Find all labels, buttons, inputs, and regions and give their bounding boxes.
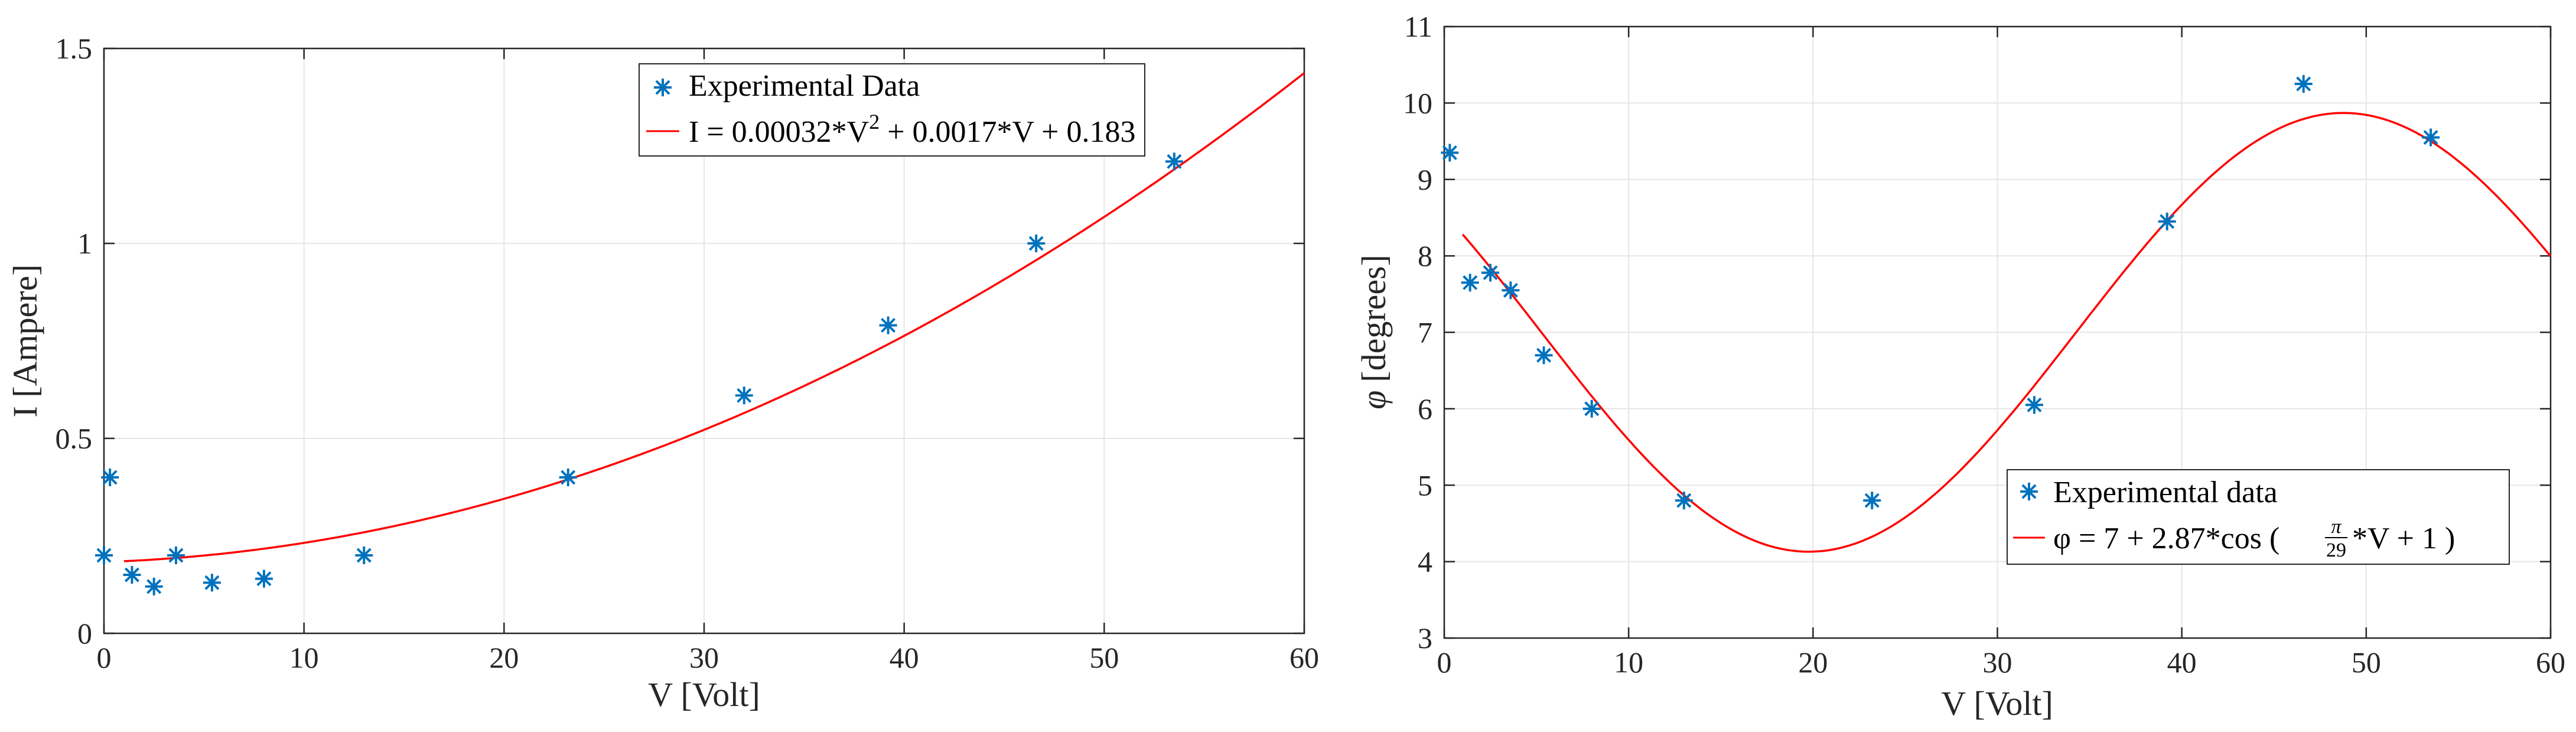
data-point (101, 469, 119, 486)
y-tick-label: 0.5 (56, 422, 93, 455)
legend-marker-points (2020, 483, 2038, 500)
data-point (203, 574, 221, 592)
current-legend-box (639, 63, 1145, 157)
fit-curve-line (1461, 112, 2552, 553)
y-tick-label: 8 (1418, 239, 1432, 272)
data-point (735, 386, 753, 405)
data-point (1461, 274, 1479, 292)
data-point (654, 79, 672, 96)
x-tick-label: 10 (1614, 646, 1643, 679)
x-tick-label: 40 (2167, 646, 2197, 679)
data-point (879, 316, 897, 334)
phase-y-axis-unit: [degrees] (1354, 255, 1393, 382)
x-tick-label: 20 (1798, 646, 1828, 679)
data-point (1863, 492, 1881, 510)
phase-y-axis-symbol: φ (1354, 391, 1393, 409)
phase-legend: Experimental data φ = 7 + 2.87*cos ( π 2… (2007, 469, 2510, 565)
phase-tick-marks (1443, 25, 2552, 639)
current-data-points (95, 152, 1183, 596)
current-y-tick-labels: 0 0.5 1 1.5 (56, 32, 93, 650)
data-point (1441, 144, 1459, 162)
phase-x-tick-labels: 0 10 20 30 40 50 60 (1437, 646, 2566, 679)
x-tick-label: 50 (1089, 641, 1119, 674)
legend-marker-points (654, 79, 672, 96)
x-tick-label: 30 (1983, 646, 2012, 679)
legend-label-data: Experimental Data (689, 69, 920, 103)
data-point (255, 570, 273, 588)
legend-fit-superscript: 2 (869, 110, 880, 134)
x-tick-label: 0 (97, 641, 112, 674)
data-point (145, 577, 163, 596)
x-tick-label: 50 (2352, 646, 2381, 679)
x-tick-label: 30 (689, 641, 719, 674)
data-point (1481, 263, 1500, 282)
legend-label-data: Experimental data (2053, 476, 2278, 509)
data-point (123, 566, 141, 584)
y-tick-label: 4 (1418, 545, 1432, 578)
x-tick-label: 60 (1289, 641, 1319, 674)
current-chart: 0 10 20 30 40 50 60 0 0.5 1 1.5 V [Volt]… (6, 32, 1319, 714)
y-tick-label: 3 (1418, 622, 1432, 655)
phase-chart: 0 10 20 30 40 50 60 3 4 5 6 7 8 9 10 11 … (1354, 10, 2565, 723)
data-point (2020, 483, 2038, 500)
data-point (1027, 235, 1046, 252)
data-point (2025, 396, 2043, 414)
y-tick-label: 7 (1418, 316, 1432, 349)
y-tick-label: 5 (1418, 469, 1432, 502)
legend-fit-fraction-numerator: π (2331, 516, 2341, 538)
fit-curve-line (123, 72, 1305, 562)
current-x-axis-label: V [Volt] (648, 675, 760, 714)
x-tick-label: 20 (489, 641, 519, 674)
phase-fit-curve (1461, 112, 2552, 553)
y-tick-label: 10 (1403, 86, 1432, 119)
x-tick-label: 40 (890, 641, 919, 674)
current-y-axis-label: I [Ampere] (6, 264, 44, 417)
data-point (2294, 75, 2313, 93)
y-tick-label: 1.5 (56, 32, 93, 65)
phase-data-points (1441, 75, 2440, 510)
legend-label-fit: I = 0.00032*V2 + 0.0017*V + 0.183 (689, 110, 1135, 149)
y-tick-label: 1 (77, 227, 92, 260)
data-point (167, 546, 185, 564)
data-point (355, 546, 373, 564)
data-point (1675, 492, 1693, 510)
data-point (2422, 128, 2440, 147)
x-tick-label: 10 (289, 641, 319, 674)
data-point (95, 546, 113, 564)
data-point (2158, 212, 2176, 230)
data-point (1582, 399, 1601, 418)
phase-y-tick-labels: 3 4 5 6 7 8 9 10 11 (1403, 10, 1432, 655)
legend-label-fit-head: φ = 7 + 2.87*cos ( (2053, 522, 2279, 555)
x-tick-label: 60 (2536, 646, 2565, 679)
data-point (1535, 346, 1553, 365)
current-legend: Experimental Data I = 0.00032*V2 + 0.001… (639, 63, 1145, 157)
x-tick-label: 0 (1437, 646, 1452, 679)
legend-label-fit-tail: *V + 1 ) (2352, 522, 2455, 555)
data-point (1165, 152, 1183, 171)
legend-fit-fraction-denominator: 29 (2326, 539, 2346, 561)
y-tick-label: 6 (1418, 392, 1432, 425)
legend-fit-main: I = 0.00032*V (689, 115, 869, 149)
current-tick-marks (103, 47, 1305, 635)
y-tick-label: 11 (1404, 10, 1432, 43)
y-tick-label: 0 (77, 617, 92, 650)
legend-fit-tail: + 0.0017*V + 0.183 (880, 115, 1135, 149)
current-x-tick-labels: 0 10 20 30 40 50 60 (97, 641, 1320, 674)
phase-x-axis-label: V [Volt] (1941, 684, 2053, 723)
y-tick-label: 9 (1418, 163, 1432, 196)
phase-y-axis-label: φ [degrees] (1354, 255, 1393, 409)
phase-legend-box (2007, 469, 2510, 565)
data-point (1502, 281, 1520, 300)
data-point (559, 469, 577, 486)
current-fit-curve (123, 72, 1305, 562)
